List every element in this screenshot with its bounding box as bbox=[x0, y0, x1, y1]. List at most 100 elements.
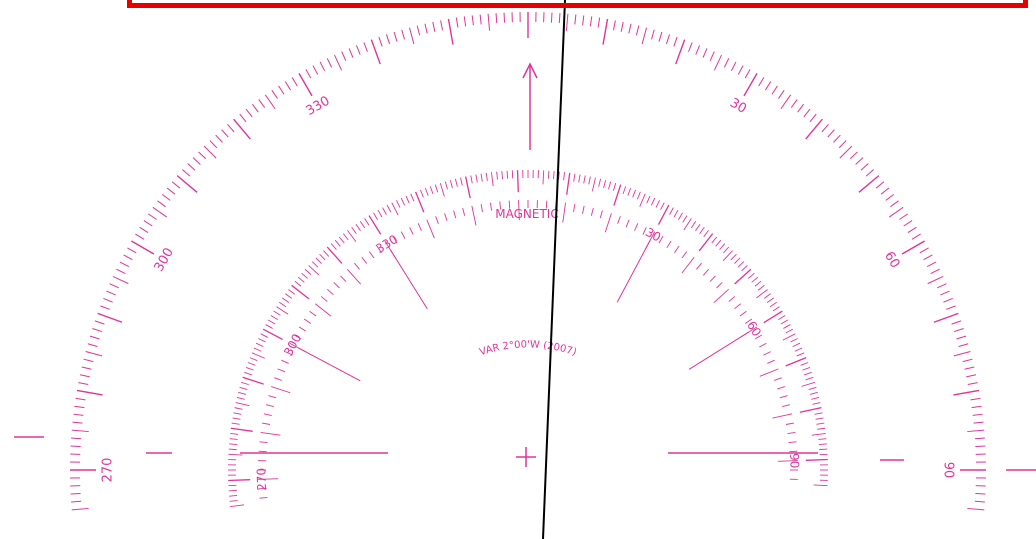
outer-ring-tick bbox=[73, 413, 84, 416]
outer-ring-tick bbox=[221, 129, 229, 138]
inner-ring-tick bbox=[813, 484, 828, 487]
inner-ring-tick bbox=[326, 246, 343, 264]
inner-ring-tick bbox=[608, 181, 612, 190]
outer-ring-tick bbox=[778, 90, 785, 99]
outer-ring-tick bbox=[123, 254, 133, 261]
inner-ring-tick bbox=[301, 272, 308, 279]
outer-ring-tick bbox=[139, 226, 149, 234]
inner-ring-tick bbox=[235, 402, 250, 407]
inner-ring-tick bbox=[429, 186, 434, 195]
inner-ring-tick bbox=[247, 362, 256, 366]
outer-ring-tick bbox=[962, 358, 973, 363]
inner-ring-tick bbox=[803, 371, 812, 376]
inner-ring-tick bbox=[583, 175, 586, 184]
inner-ring-tick bbox=[719, 243, 726, 250]
inner-ring-label: 60 bbox=[744, 319, 764, 339]
outer-ring-label: 30 bbox=[727, 96, 749, 117]
magnetic-pointer-tick bbox=[389, 249, 428, 310]
inner-ring-tick bbox=[230, 432, 239, 435]
inner-ring-tick bbox=[790, 338, 798, 343]
outer-ring-tick bbox=[79, 374, 90, 378]
inner-ring-sub-tick bbox=[259, 496, 268, 499]
outer-ring-tick bbox=[865, 169, 874, 177]
outer-ring-tick bbox=[885, 193, 895, 201]
outer-ring-tick bbox=[821, 124, 829, 133]
inner-ring-label: 270 bbox=[254, 468, 269, 491]
outer-ring-tick bbox=[974, 437, 985, 440]
outer-ring-tick bbox=[713, 54, 723, 71]
outer-ring-tick bbox=[907, 226, 917, 234]
outer-ring-tick bbox=[258, 99, 266, 108]
outer-ring-tick bbox=[628, 23, 632, 34]
inner-ring-sub-tick bbox=[739, 310, 747, 317]
outer-ring-tick bbox=[967, 382, 978, 386]
inner-ring-tick bbox=[811, 396, 820, 400]
inner-ring-tick bbox=[573, 173, 576, 182]
outer-ring-tick bbox=[94, 320, 105, 325]
inner-ring-tick bbox=[460, 177, 463, 186]
inner-ring-sub-tick bbox=[409, 227, 414, 235]
outer-ring-tick bbox=[974, 500, 985, 503]
inner-ring-tick bbox=[276, 306, 289, 315]
outer-ring-tick bbox=[291, 77, 298, 87]
magnetic-label: MAGNETIC bbox=[495, 207, 558, 221]
inner-ring-sub-tick bbox=[716, 282, 723, 289]
inner-ring-tick bbox=[273, 310, 281, 316]
inner-ring-tick bbox=[464, 176, 471, 199]
inner-ring-sub-tick bbox=[681, 251, 688, 259]
inner-ring-sub-tick bbox=[658, 235, 664, 244]
outer-ring-tick bbox=[424, 23, 428, 34]
inner-ring-sub-tick bbox=[260, 431, 281, 436]
inner-ring-sub-tick bbox=[590, 207, 594, 216]
inner-ring-tick bbox=[683, 218, 692, 231]
outer-ring-tick bbox=[341, 51, 347, 61]
inner-ring-tick bbox=[368, 215, 382, 235]
inner-ring-tick bbox=[229, 495, 238, 497]
inner-ring-sub-tick bbox=[599, 210, 603, 219]
outer-ring-tick bbox=[855, 157, 864, 165]
inner-ring-tick bbox=[315, 257, 322, 264]
course-line[interactable] bbox=[542, 0, 566, 539]
outer-ring-tick bbox=[455, 17, 459, 28]
outer-ring-tick bbox=[447, 18, 454, 45]
selection-rectangle[interactable] bbox=[127, 0, 1028, 8]
inner-ring-tick bbox=[808, 386, 817, 390]
inner-ring-tick bbox=[763, 310, 783, 324]
outer-ring-tick bbox=[803, 108, 811, 118]
outer-ring-tick bbox=[558, 13, 561, 24]
inner-ring-sub-tick bbox=[788, 441, 797, 444]
inner-ring-label: 330 bbox=[373, 232, 400, 256]
variation-label-path: VAR 2°00'W (2007) bbox=[478, 339, 578, 358]
outer-ring-tick bbox=[951, 320, 962, 325]
outer-ring-tick bbox=[743, 73, 758, 97]
outer-ring-tick bbox=[930, 268, 940, 275]
inner-ring-tick bbox=[542, 170, 545, 185]
inner-ring-tick bbox=[291, 284, 310, 300]
inner-ring-sub-tick bbox=[772, 413, 793, 419]
outer-ring-tick bbox=[333, 54, 343, 71]
inner-ring-tick bbox=[754, 280, 762, 287]
inner-ring-tick bbox=[410, 193, 415, 202]
inner-ring-tick bbox=[817, 427, 826, 430]
outer-ring-tick bbox=[927, 275, 944, 285]
outer-ring-tick bbox=[574, 14, 577, 25]
outer-ring-tick bbox=[271, 90, 278, 99]
inner-ring-sub-tick bbox=[453, 210, 457, 219]
outer-ring-tick bbox=[970, 397, 981, 401]
inner-ring-tick bbox=[288, 289, 296, 295]
outer-ring-tick bbox=[673, 36, 678, 47]
outer-ring-tick bbox=[635, 25, 640, 36]
outer-ring-tick bbox=[971, 405, 982, 409]
inner-ring-tick bbox=[228, 448, 237, 451]
outer-ring-tick bbox=[440, 20, 444, 31]
outer-ring-tick bbox=[827, 129, 835, 138]
inner-ring-tick bbox=[734, 268, 752, 285]
inner-ring-tick bbox=[449, 180, 453, 189]
inner-ring-tick bbox=[260, 333, 269, 338]
outer-ring-tick bbox=[157, 200, 166, 208]
compass-ticks bbox=[70, 12, 986, 511]
outer-ring-tick bbox=[148, 213, 157, 220]
outer-ring-tick bbox=[849, 151, 858, 160]
inner-ring-tick bbox=[228, 479, 251, 482]
